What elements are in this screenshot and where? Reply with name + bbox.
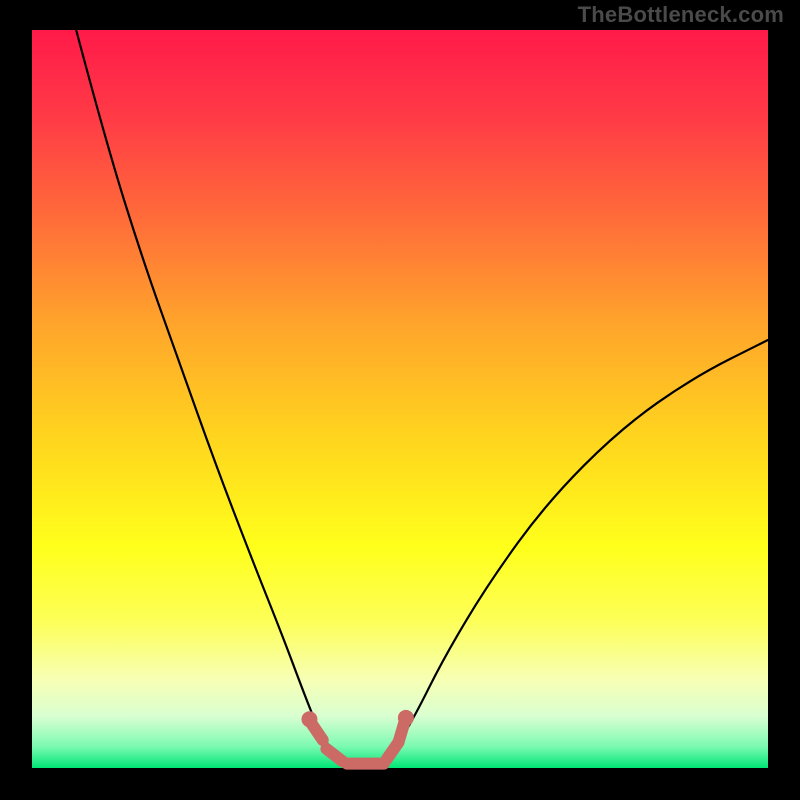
- gradient-background: [32, 30, 768, 768]
- bottleneck-chart: [0, 0, 800, 800]
- valley-marker-dot: [301, 711, 317, 727]
- watermark-text: TheBottleneck.com: [578, 2, 784, 28]
- valley-marker-dot: [398, 710, 414, 726]
- chart-stage: TheBottleneck.com: [0, 0, 800, 800]
